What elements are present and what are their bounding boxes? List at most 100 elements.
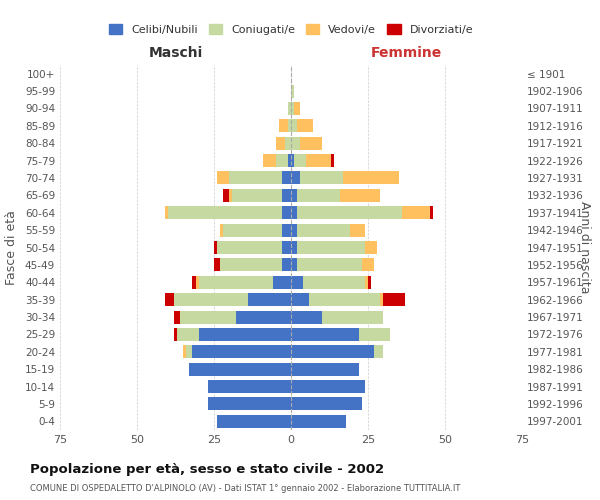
Bar	[294, 154, 307, 167]
Bar	[174, 328, 177, 341]
Bar	[232, 189, 282, 202]
Bar	[322, 310, 383, 324]
Bar	[291, 136, 300, 149]
Bar	[365, 276, 368, 289]
Bar	[291, 415, 346, 428]
Bar	[288, 154, 291, 167]
Bar	[282, 224, 291, 236]
Bar	[383, 293, 405, 306]
Bar	[294, 102, 300, 115]
Bar	[272, 276, 291, 289]
Bar	[229, 172, 282, 184]
Bar	[291, 102, 294, 115]
Bar	[374, 346, 383, 358]
Y-axis label: Anni di nascita: Anni di nascita	[578, 201, 590, 294]
Bar	[291, 206, 297, 220]
Bar	[291, 189, 297, 202]
Bar	[208, 398, 291, 410]
Bar	[165, 293, 174, 306]
Bar	[291, 241, 297, 254]
Bar	[380, 293, 383, 306]
Bar	[180, 310, 236, 324]
Y-axis label: Fasce di età: Fasce di età	[5, 210, 18, 285]
Bar	[291, 346, 374, 358]
Bar	[430, 206, 433, 220]
Bar	[359, 328, 389, 341]
Bar	[282, 206, 291, 220]
Bar	[291, 120, 297, 132]
Bar	[190, 362, 291, 376]
Text: Femmine: Femmine	[371, 46, 442, 60]
Bar	[350, 224, 365, 236]
Bar	[291, 84, 294, 98]
Bar	[288, 120, 291, 132]
Bar	[217, 241, 282, 254]
Bar	[168, 206, 282, 220]
Bar	[214, 258, 220, 272]
Bar	[365, 241, 377, 254]
Bar	[229, 189, 232, 202]
Bar	[297, 189, 340, 202]
Bar	[220, 224, 223, 236]
Bar	[291, 258, 297, 272]
Bar	[343, 172, 399, 184]
Bar	[214, 241, 217, 254]
Bar	[220, 258, 282, 272]
Bar	[165, 206, 168, 220]
Bar	[275, 136, 285, 149]
Bar	[340, 189, 380, 202]
Bar	[217, 172, 229, 184]
Bar	[300, 136, 322, 149]
Bar	[362, 258, 374, 272]
Bar	[177, 328, 199, 341]
Bar	[331, 154, 334, 167]
Bar	[307, 154, 331, 167]
Bar	[208, 380, 291, 393]
Bar	[297, 224, 350, 236]
Bar	[368, 276, 371, 289]
Bar	[297, 120, 313, 132]
Bar	[183, 346, 186, 358]
Bar	[199, 328, 291, 341]
Bar	[196, 276, 199, 289]
Bar	[291, 172, 300, 184]
Bar	[282, 258, 291, 272]
Bar	[291, 380, 365, 393]
Bar	[291, 328, 359, 341]
Bar	[263, 154, 275, 167]
Text: Popolazione per età, sesso e stato civile - 2002: Popolazione per età, sesso e stato civil…	[30, 462, 384, 475]
Bar	[282, 189, 291, 202]
Bar	[285, 136, 291, 149]
Bar	[291, 398, 362, 410]
Bar	[288, 102, 291, 115]
Bar	[217, 415, 291, 428]
Bar	[278, 120, 288, 132]
Bar	[174, 293, 248, 306]
Bar	[402, 206, 430, 220]
Bar	[297, 206, 402, 220]
Bar	[282, 241, 291, 254]
Bar	[291, 293, 310, 306]
Bar	[275, 154, 288, 167]
Bar	[291, 310, 322, 324]
Bar	[236, 310, 291, 324]
Bar	[193, 346, 291, 358]
Bar	[297, 241, 365, 254]
Text: COMUNE DI OSPEDALETTO D'ALPINOLO (AV) - Dati ISTAT 1° gennaio 2002 - Elaborazion: COMUNE DI OSPEDALETTO D'ALPINOLO (AV) - …	[30, 484, 460, 493]
Bar	[223, 224, 282, 236]
Bar	[300, 172, 343, 184]
Bar	[310, 293, 380, 306]
Bar	[291, 154, 294, 167]
Text: Maschi: Maschi	[148, 46, 203, 60]
Bar	[291, 276, 304, 289]
Bar	[291, 224, 297, 236]
Bar	[193, 276, 196, 289]
Bar	[248, 293, 291, 306]
Bar	[199, 276, 272, 289]
Bar	[186, 346, 193, 358]
Bar	[174, 310, 180, 324]
Bar	[291, 362, 359, 376]
Bar	[223, 189, 229, 202]
Bar	[297, 258, 362, 272]
Bar	[282, 172, 291, 184]
